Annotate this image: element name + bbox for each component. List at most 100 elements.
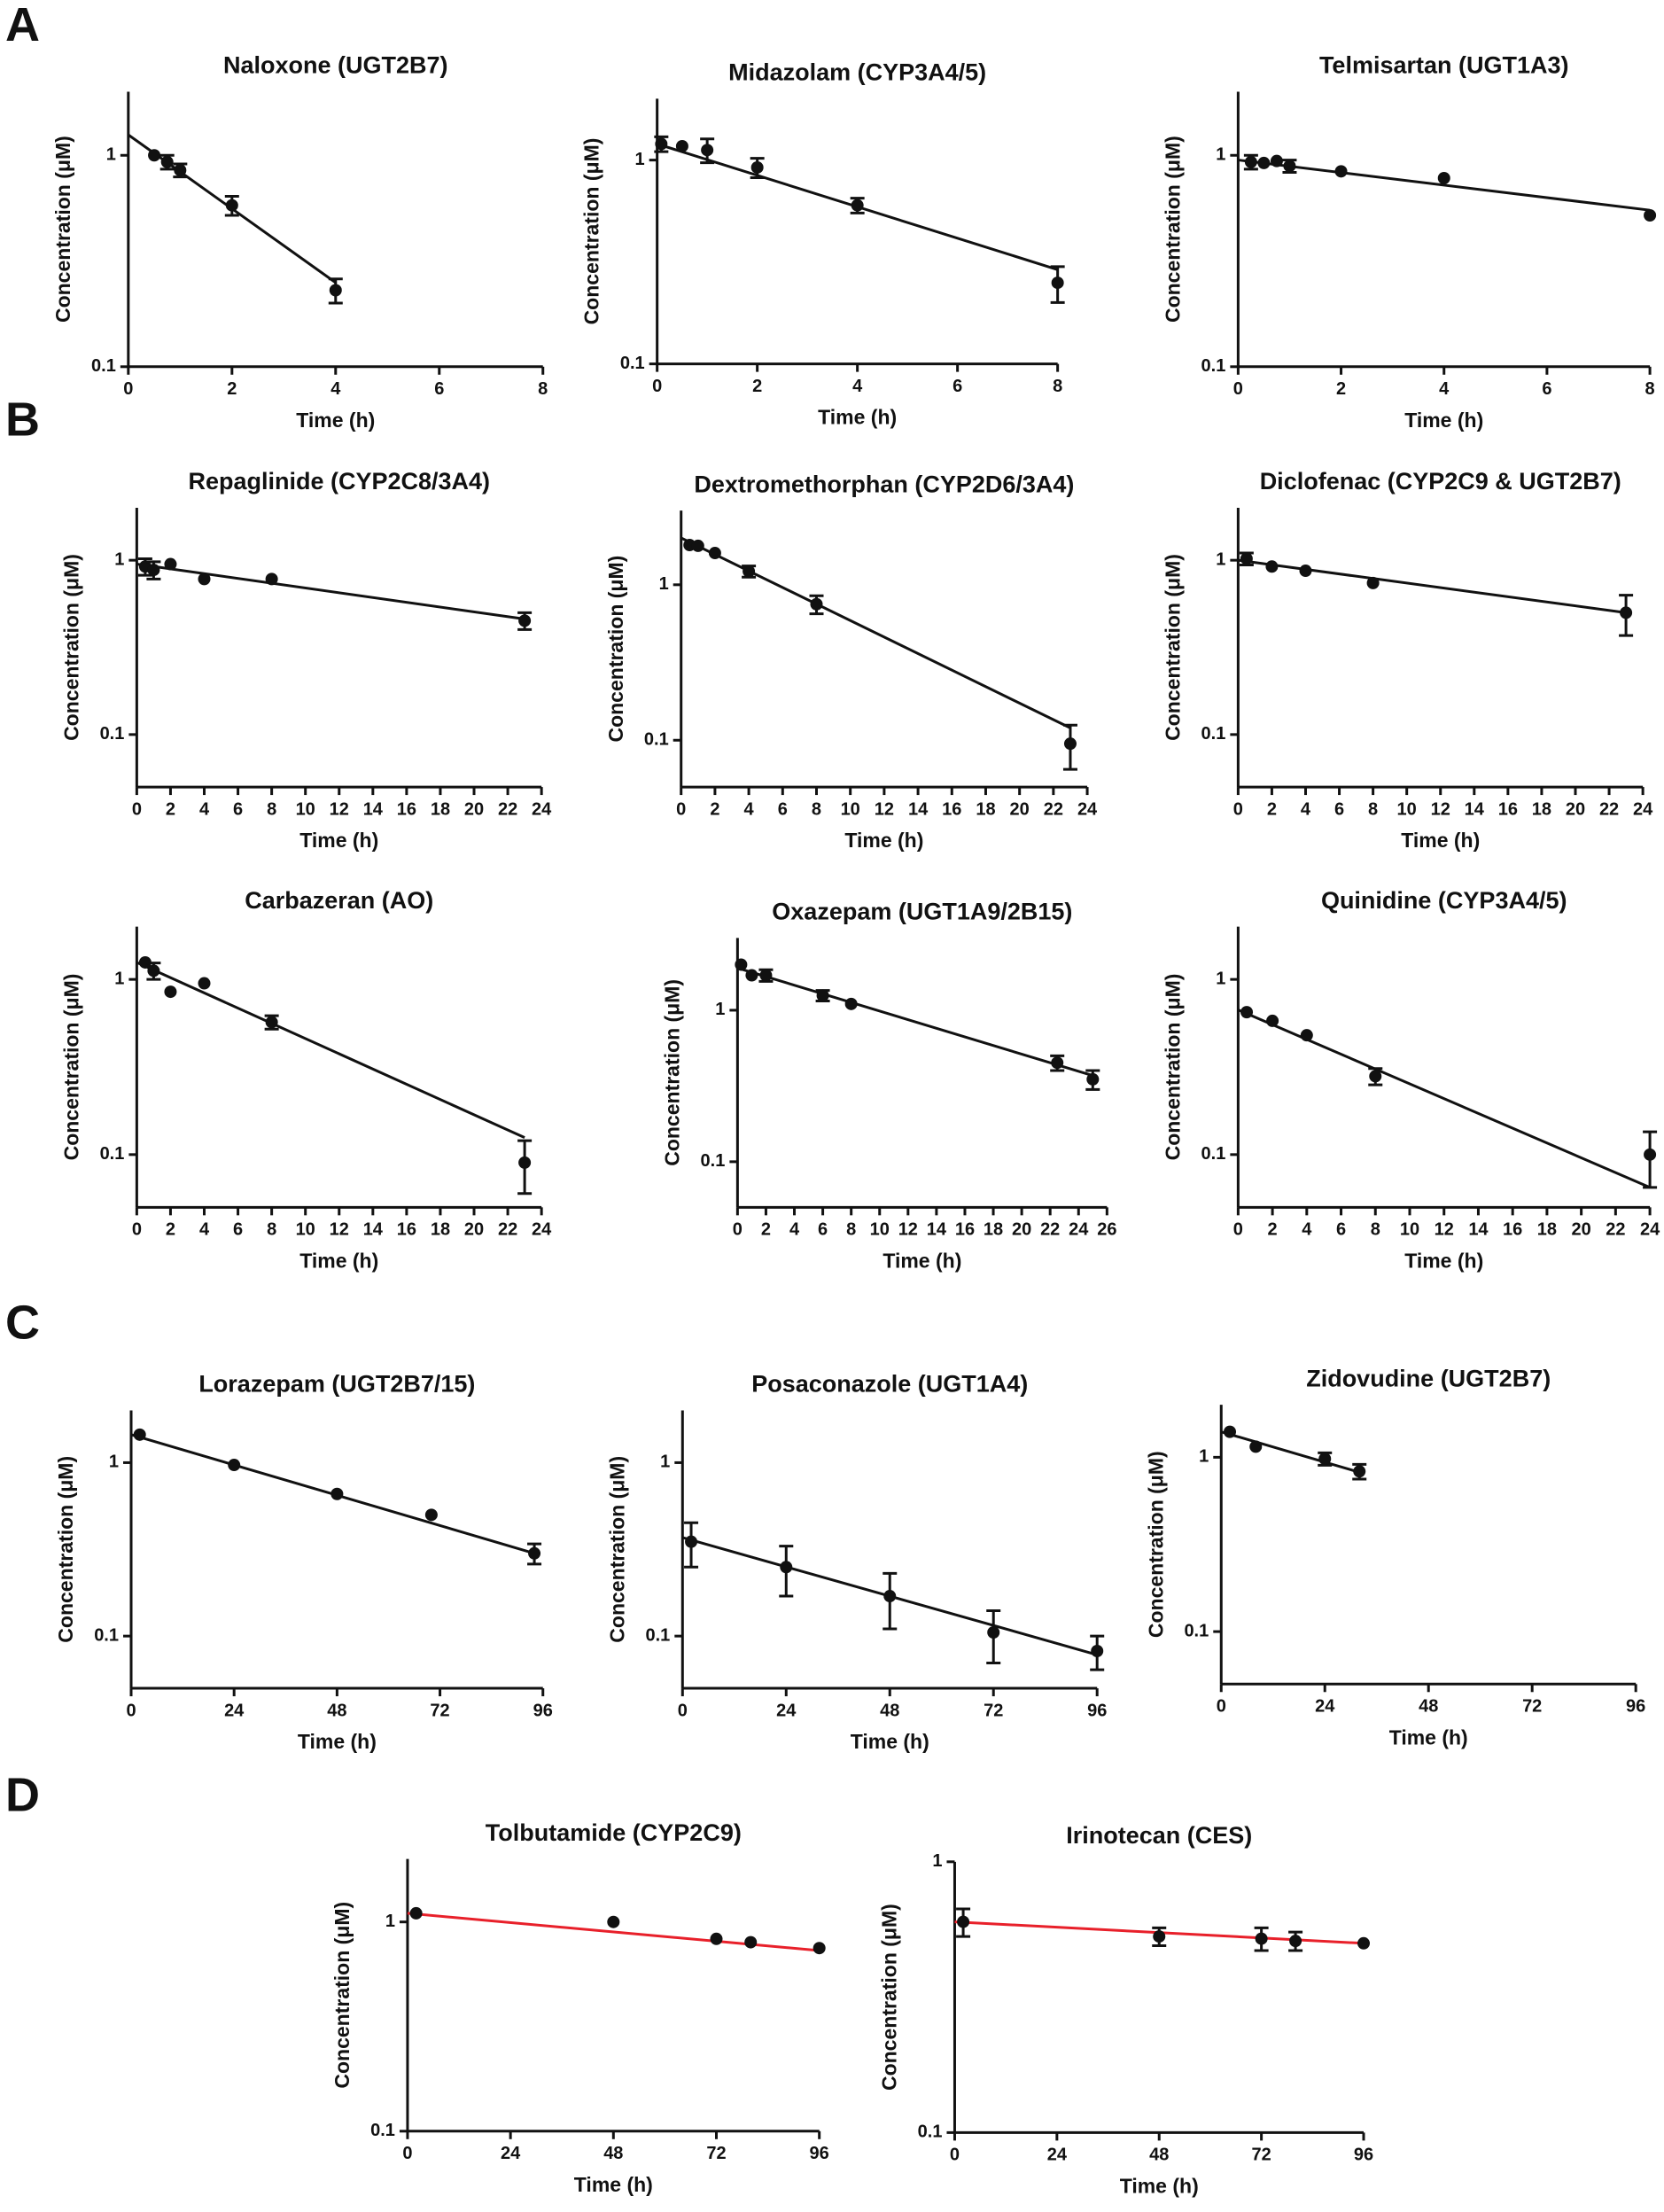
x-tick-label: 20 xyxy=(1572,1220,1591,1240)
y-tick-label: 1 xyxy=(114,969,124,988)
data-point xyxy=(1369,1070,1382,1083)
x-tick-label: 8 xyxy=(267,799,276,819)
x-axis-label: Time (h) xyxy=(818,406,897,429)
x-tick-label: 8 xyxy=(1371,1220,1380,1240)
fit-line xyxy=(136,961,525,1140)
chart-title: Midazolam (CYP3A4/5) xyxy=(728,59,986,86)
x-tick-label: 22 xyxy=(1599,799,1619,819)
x-tick-label: 48 xyxy=(1419,1697,1438,1717)
data-point xyxy=(265,1016,278,1029)
x-tick-label: 16 xyxy=(1498,799,1518,819)
data-point xyxy=(518,1156,532,1169)
data-point xyxy=(1353,1465,1366,1478)
data-point xyxy=(745,969,758,982)
x-tick-label: 4 xyxy=(1439,379,1450,399)
x-tick-label: 2 xyxy=(752,377,762,396)
y-tick-label: 1 xyxy=(106,145,116,165)
x-tick-label: 2 xyxy=(1267,799,1277,819)
x-tick-label: 0 xyxy=(678,1701,688,1720)
data-point xyxy=(1240,1006,1254,1019)
x-tick-label: 20 xyxy=(1012,1220,1031,1240)
x-tick-label: 16 xyxy=(942,799,961,819)
chart-title: Repaglinide (CYP2C8/3A4) xyxy=(188,468,490,495)
data-point xyxy=(1644,209,1657,222)
x-axis-label: Time (h) xyxy=(299,1249,378,1272)
x-tick-label: 0 xyxy=(402,2144,412,2163)
x-tick-label: 8 xyxy=(267,1220,276,1240)
x-tick-label: 2 xyxy=(761,1220,771,1240)
y-tick-label: 0.1 xyxy=(94,1625,119,1645)
fit-line xyxy=(680,536,1071,729)
data-point xyxy=(957,1915,970,1928)
x-tick-label: 10 xyxy=(296,1220,315,1240)
data-point xyxy=(987,1625,1000,1639)
x-tick-label: 8 xyxy=(812,799,821,819)
data-point xyxy=(147,964,160,977)
data-point xyxy=(750,160,764,174)
x-tick-label: 10 xyxy=(841,799,860,819)
x-tick-label: 96 xyxy=(533,1701,553,1720)
y-tick-label: 1 xyxy=(659,574,669,594)
y-axis-label: Concentration (μM) xyxy=(605,1456,628,1643)
x-tick-label: 6 xyxy=(434,379,444,399)
x-tick-label: 0 xyxy=(1233,799,1243,819)
x-tick-label: 12 xyxy=(1435,1220,1454,1240)
chart-title: Diclofenac (CYP2C9 & UGT2B7) xyxy=(1260,468,1621,495)
x-tick-label: 4 xyxy=(852,377,863,396)
chart-title: Naloxone (UGT2B7) xyxy=(223,52,448,79)
x-tick-label: 24 xyxy=(776,1701,797,1720)
y-axis-label: Concentration (μM) xyxy=(51,136,74,323)
x-tick-label: 2 xyxy=(1268,1220,1278,1240)
y-tick-label: 1 xyxy=(660,1453,670,1472)
y-tick-label: 1 xyxy=(109,1453,119,1472)
y-tick-label: 0.1 xyxy=(644,730,669,750)
y-tick-label: 1 xyxy=(1216,145,1225,165)
data-point xyxy=(607,1915,620,1928)
panel-letter: C xyxy=(5,1296,40,1349)
x-tick-label: 22 xyxy=(1040,1220,1060,1240)
fit-line xyxy=(1237,1009,1651,1189)
x-tick-label: 24 xyxy=(532,1220,552,1240)
x-tick-label: 6 xyxy=(233,799,243,819)
x-tick-label: 0 xyxy=(126,1701,136,1720)
data-point xyxy=(518,614,532,627)
x-tick-label: 72 xyxy=(706,2144,726,2163)
x-axis-label: Time (h) xyxy=(1120,2174,1199,2197)
data-point xyxy=(174,164,187,177)
y-tick-label: 0.1 xyxy=(620,354,645,373)
x-tick-label: 48 xyxy=(880,1701,899,1720)
x-tick-label: 96 xyxy=(1087,1701,1107,1720)
x-tick-label: 24 xyxy=(1069,1220,1089,1240)
y-tick-label: 1 xyxy=(1199,1447,1209,1467)
y-tick-label: 1 xyxy=(1216,969,1225,988)
x-tick-label: 2 xyxy=(1336,379,1346,399)
x-tick-label: 14 xyxy=(1468,1220,1489,1240)
x-axis-label: Time (h) xyxy=(1404,1249,1483,1272)
panel-letter: B xyxy=(5,393,40,447)
x-tick-label: 20 xyxy=(1010,799,1030,819)
data-point xyxy=(265,572,278,586)
data-point xyxy=(329,284,342,297)
data-point xyxy=(1224,1425,1237,1438)
x-tick-label: 24 xyxy=(1047,2146,1068,2165)
x-tick-label: 18 xyxy=(1537,1220,1557,1240)
data-point xyxy=(1257,156,1271,169)
x-tick-label: 8 xyxy=(1368,799,1378,819)
x-tick-label: 10 xyxy=(296,799,315,819)
x-axis-label: Time (h) xyxy=(574,2173,653,2196)
x-tick-label: 18 xyxy=(431,1220,450,1240)
x-tick-label: 16 xyxy=(1503,1220,1522,1240)
data-point xyxy=(851,199,864,212)
x-tick-label: 0 xyxy=(733,1220,743,1240)
data-point xyxy=(1153,1930,1166,1943)
y-tick-label: 0.1 xyxy=(91,356,116,376)
data-point xyxy=(225,199,238,212)
chart-title: Posaconazole (UGT1A4) xyxy=(751,1371,1028,1398)
x-tick-label: 24 xyxy=(532,799,552,819)
data-point xyxy=(1283,160,1296,173)
x-tick-label: 8 xyxy=(538,379,548,399)
y-tick-label: 0.1 xyxy=(1201,356,1226,376)
x-axis-label: Time (h) xyxy=(883,1249,961,1272)
